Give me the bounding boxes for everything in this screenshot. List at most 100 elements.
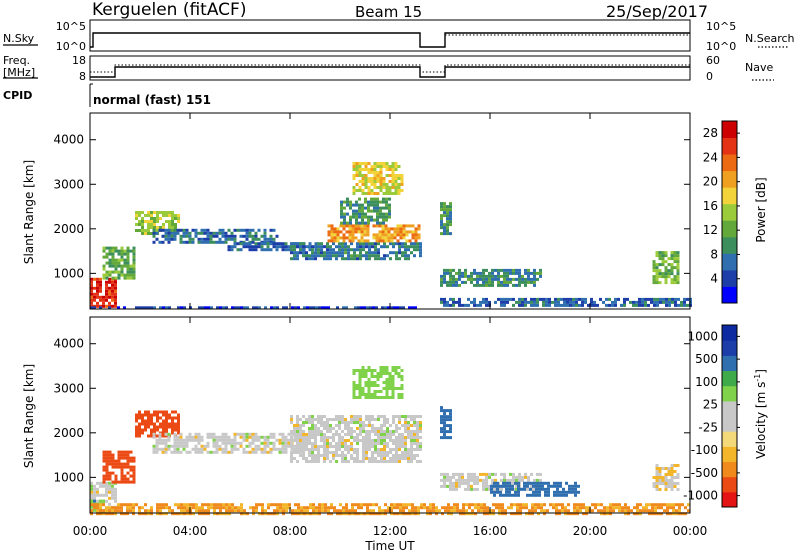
heatmap-cell [326,251,329,255]
heatmap-cell [242,228,246,232]
heatmap-cell [373,177,377,180]
heatmap-cell [342,236,346,240]
heatmap-cell [659,300,662,304]
heatmap-cell [512,283,515,287]
heatmap-cell [320,251,323,255]
heatmap-cell [114,289,117,293]
heatmap-cell [574,484,577,488]
heatmap-cell [260,435,264,439]
heatmap-cell [174,503,177,507]
heatmap-cell [332,436,335,439]
heatmap-cell [449,481,452,485]
heatmap-cell [485,297,488,301]
heatmap-cell [341,254,344,258]
heatmap-cell [377,451,380,454]
heatmap-cell [356,245,359,249]
heatmap-cell [394,168,398,171]
heatmap-cell [382,221,385,225]
heatmap-cell [120,480,124,484]
heatmap-cell [388,212,391,216]
noise-left-tick-top: 10^5 [56,20,86,33]
heatmap-cell [658,482,662,485]
heatmap-cell [204,503,207,507]
heatmap-cell [371,251,374,255]
heatmap-cell [446,229,449,233]
heatmap-cell [365,257,368,261]
heatmap-cell [245,444,249,448]
heatmap-cell [188,435,192,439]
heatmap-cell [384,233,388,237]
heatmap-cell [138,410,141,414]
heatmap-cell [135,431,138,435]
heatmap-cell [376,200,379,204]
heatmap-cell [338,245,341,249]
heatmap-cell [335,442,338,445]
heatmap-cell [503,274,506,278]
heatmap-cell [671,300,674,304]
heatmap-cell [350,430,353,433]
heatmap-cell [538,487,541,491]
heatmap-cell [365,245,368,249]
heatmap-cell [407,451,410,454]
heatmap-cell [168,413,171,417]
heatmap-cell [213,509,216,513]
heatmap-cell [320,430,323,433]
heatmap-cell [123,462,127,466]
heatmap-cell [341,454,344,457]
heatmap-cell [242,447,246,451]
heatmap-cell [368,433,371,436]
heatmap-cell [379,215,382,219]
heatmap-cell [367,168,371,171]
heatmap-cell [261,503,264,507]
heatmap-cell [272,447,276,451]
heatmap-cell [367,189,371,192]
heatmap-cell [549,503,552,507]
heatmap-cell [350,457,353,460]
heatmap-cell [330,503,333,507]
heatmap-cell [311,451,314,454]
heatmap-cell [156,410,159,414]
heatmap-cell [518,280,521,284]
heatmap-cell [209,234,213,238]
heatmap-cell [314,418,317,421]
heatmap-cell [141,413,144,417]
heatmap-cell [446,211,449,215]
heatmap-cell [381,306,384,310]
heatmap-cell [544,481,547,485]
heatmap-cell [297,306,300,310]
heatmap-cell [123,477,127,481]
heatmap-cell [392,448,395,451]
heatmap-cell [654,503,657,507]
heatmap-cell [296,254,299,258]
heatmap-cell [535,487,538,491]
heatmap-cell [389,436,392,439]
heatmap-cell [282,512,285,516]
heatmap-cell [376,162,380,165]
heatmap-cell [340,215,343,219]
heatmap-cell [165,425,168,429]
heatmap-cell [443,214,446,218]
colorbar-segment [722,416,737,432]
heatmap-cell [309,512,312,516]
heatmap-cell [490,484,493,488]
heatmap-cell [443,232,446,236]
heatmap-cell [348,239,352,243]
heatmap-cell [566,297,569,301]
heatmap-cell [408,512,411,516]
heatmap-cell [661,476,665,479]
heatmap-cell [665,300,668,304]
heatmap-cell [461,303,464,307]
heatmap-cell [600,512,603,516]
heatmap-cell [99,509,102,513]
heatmap-cell [243,509,246,513]
heatmap-cell [654,506,657,510]
heatmap-cell [272,435,276,439]
heatmap-cell [358,390,362,393]
heatmap-cell [108,509,111,513]
heatmap-cell [132,273,136,277]
heatmap-cell [230,447,234,451]
heatmap-cell [123,474,127,478]
heatmap-cell [360,503,363,507]
heatmap-cell [347,424,350,427]
heatmap-cell [483,506,486,510]
